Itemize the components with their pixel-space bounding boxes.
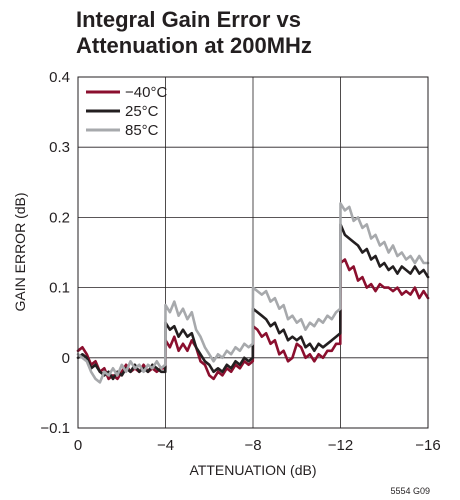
chart-title-line-1: Integral Gain Error vs <box>76 7 301 32</box>
y-axis-label: GAIN ERROR (dB) <box>12 192 28 311</box>
y-tick-label: 0 <box>62 350 70 367</box>
chart-title-line-2: Attenuation at 200MHz <box>76 33 312 58</box>
x-tick-label: −8 <box>244 437 261 454</box>
x-tick-label: −4 <box>157 437 174 454</box>
x-axis-ticks: 0 −4 −8 −12 −16 <box>74 437 441 454</box>
x-axis-label: ATTENUATION (dB) <box>189 462 316 478</box>
figure-note: 5554 G09 <box>390 486 430 496</box>
y-tick-label: 0.2 <box>49 209 70 226</box>
y-tick-label: 0.4 <box>49 69 70 86</box>
plot-frame <box>77 76 429 429</box>
x-tick-label: −12 <box>328 437 353 454</box>
x-tick-label: −16 <box>415 437 440 454</box>
y-axis-ticks: −0.1 0 0.1 0.2 0.3 0.4 <box>40 69 70 437</box>
y-tick-label: 0.3 <box>49 139 70 156</box>
legend-label-2: 85°C <box>125 122 159 139</box>
legend-label-1: 25°C <box>125 103 159 120</box>
legend: −40°C 25°C 85°C <box>86 84 167 139</box>
x-tick-label: 0 <box>74 437 82 454</box>
series-line-2 <box>76 202 430 384</box>
legend-label-0: −40°C <box>125 84 167 101</box>
series-lines <box>76 202 430 384</box>
y-tick-label: −0.1 <box>40 420 70 437</box>
y-tick-label: 0.1 <box>49 280 70 297</box>
